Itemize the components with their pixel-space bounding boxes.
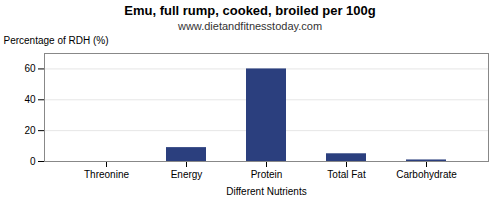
svg-text:Carbohydrate: Carbohydrate [396,169,457,180]
svg-text:20: 20 [24,125,36,136]
svg-text:Threonine: Threonine [84,169,129,180]
svg-text:Percentage of RDH (%): Percentage of RDH (%) [4,35,109,46]
svg-text:Energy: Energy [171,169,203,180]
html-text:Emu, full rump, cooked, broile: Emu, full rump, cooked, broiled per 100g [124,3,376,18]
svg-text:40: 40 [24,94,36,105]
svg-text:60: 60 [24,63,36,74]
svg-text:0: 0 [30,156,36,167]
html-text:www.dietandfitnesstoday.com: www.dietandfitnesstoday.com [178,20,322,32]
svg-text:Total Fat: Total Fat [327,169,366,180]
svg-text:Protein: Protein [251,169,283,180]
svg-text:Different Nutrients: Different Nutrients [226,186,306,197]
